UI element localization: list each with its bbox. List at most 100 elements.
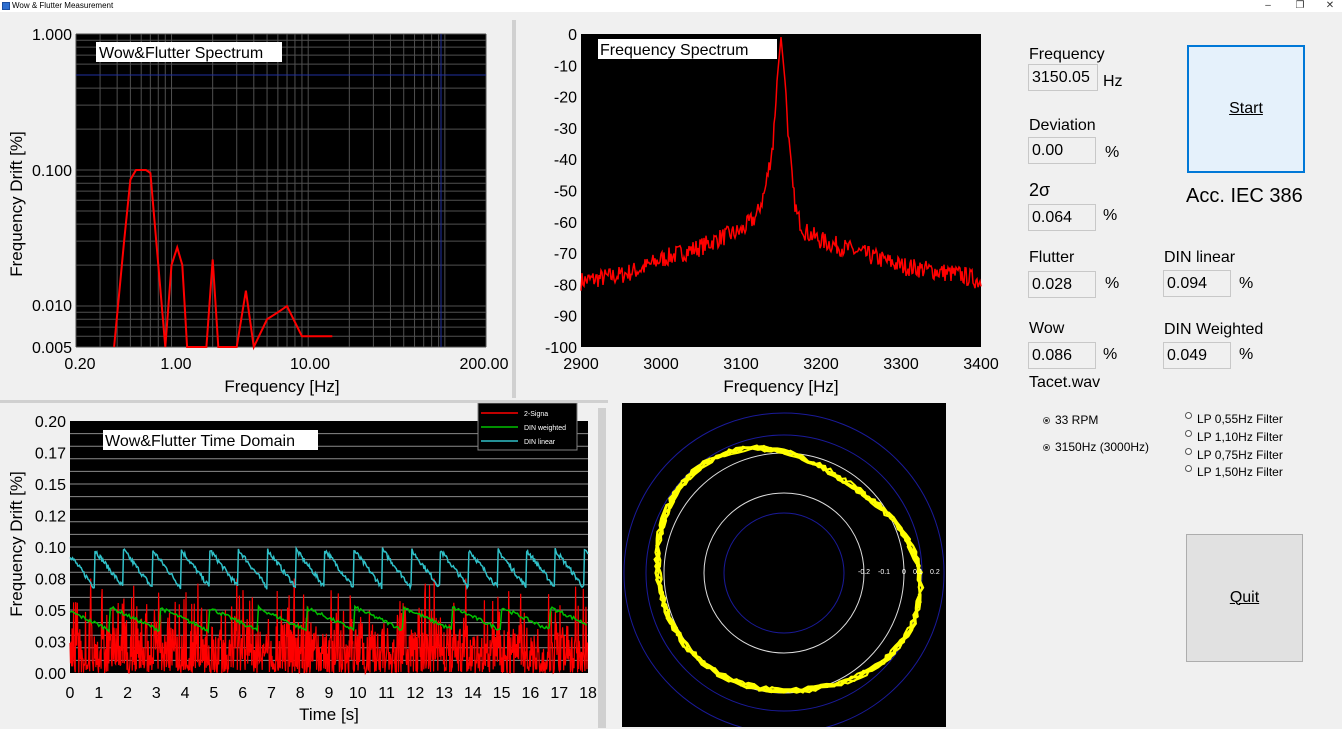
polar-axis-label: -0.2 — [858, 569, 870, 576]
radio-dot — [1043, 443, 1050, 451]
time-x-tick: 5 — [209, 685, 218, 702]
freq-title: Frequency Spectrum — [600, 42, 749, 59]
freq-x-tick: 3300 — [883, 356, 919, 373]
time-x-tick: 0 — [66, 685, 75, 702]
restore-button[interactable]: ❐ — [1295, 0, 1305, 11]
polar-ring — [723, 512, 845, 634]
radio-dot — [1185, 464, 1192, 472]
app-icon — [2, 2, 10, 10]
spectrum-plot-area — [76, 34, 486, 347]
spectrum-y-tick: 0.100 — [32, 163, 72, 180]
filter-radio-label: LP 1,50Hz Filter — [1197, 465, 1283, 479]
series-din-linear-line — [69, 545, 589, 591]
wow-flutter-spectrum-chart: Wow&Flutter Spectrum 1.000 0.100 0.010 0… — [7, 27, 509, 396]
freq-spectrum-line — [580, 37, 982, 291]
time-y-tick: 0.00 — [35, 666, 66, 683]
freq-x-label: Frequency [Hz] — [723, 377, 838, 396]
standard-label: Acc. IEC 386 — [1186, 185, 1303, 207]
polar-plot-area — [622, 403, 946, 727]
freq-y-tick: -80 — [554, 277, 577, 294]
polar-axis-label: -0.1 — [878, 569, 890, 576]
legend-item: 2-Signa — [524, 411, 548, 418]
polar-ring — [623, 412, 945, 727]
time-x-tick: 12 — [406, 685, 424, 702]
filter-radio[interactable]: LP 1,50Hz Filter — [1185, 464, 1283, 479]
tone-radio[interactable]: 3150Hz (3000Hz) — [1043, 440, 1149, 454]
filter-radio[interactable]: LP 0,55Hz Filter — [1185, 411, 1283, 426]
time-x-tick: 6 — [238, 685, 247, 702]
polar-plot: -0.2 -0.1 0 0.1 0.2 — [622, 403, 946, 727]
time-y-tick: 0.03 — [35, 635, 66, 652]
close-button[interactable]: ✕ — [1325, 0, 1335, 11]
start-button[interactable]: Start — [1187, 45, 1305, 173]
spectrum-title: Wow&Flutter Spectrum — [99, 45, 263, 62]
time-y-tick: 0.20 — [35, 414, 66, 431]
quit-button[interactable]: Quit — [1186, 534, 1303, 662]
filter-radio[interactable]: LP 1,10Hz Filter — [1185, 429, 1283, 444]
series-din-weighted-line — [69, 604, 588, 634]
panel-divider — [0, 400, 608, 403]
time-y-tick: 0.17 — [35, 446, 66, 463]
time-y-tick: 0.12 — [35, 509, 66, 526]
din-linear-field: 0.094 — [1163, 270, 1231, 297]
time-x-tick: 9 — [325, 685, 334, 702]
wow-unit: % — [1103, 346, 1118, 363]
freq-y-tick: -60 — [554, 215, 577, 232]
time-title-box — [103, 430, 318, 450]
spectrum-y-tick: 0.005 — [32, 340, 72, 357]
freq-title-box — [598, 39, 777, 59]
din-linear-label: DIN linear — [1164, 249, 1236, 266]
polar-axis-label: 0.1 — [913, 569, 923, 576]
filter-radio-label: LP 0,55Hz Filter — [1197, 412, 1283, 426]
polar-axis-label: 0 — [902, 569, 906, 576]
spectrum-line — [113, 169, 333, 351]
time-x-tick: 13 — [435, 685, 453, 702]
freq-y-tick: -70 — [554, 246, 577, 263]
time-x-tick: 17 — [550, 685, 568, 702]
din-weighted-unit: % — [1239, 346, 1254, 363]
time-x-tick: 11 — [378, 685, 395, 702]
time-title: Wow&Flutter Time Domain — [105, 433, 295, 450]
filter-radio-label: LP 0,75Hz Filter — [1197, 448, 1283, 462]
freq-y-tick: -10 — [554, 58, 577, 75]
time-legend: 2-Signa DIN weighted DIN linear — [477, 403, 578, 451]
series-2-signa-line — [69, 578, 589, 676]
time-x-tick: 3 — [152, 685, 161, 702]
freq-x-tick: 3000 — [643, 356, 679, 373]
time-x-tick: 10 — [349, 685, 367, 702]
radio-dot — [1185, 429, 1192, 437]
sigma-field: 0.064 — [1028, 204, 1096, 231]
time-x-tick: 15 — [493, 685, 511, 702]
radio-dot — [1185, 447, 1192, 455]
flutter-unit: % — [1105, 275, 1120, 292]
radio-dot — [1043, 416, 1050, 424]
minimize-button[interactable]: – — [1265, 0, 1271, 11]
rpm-radio[interactable]: 33 RPM — [1043, 413, 1098, 427]
time-x-tick: 14 — [464, 685, 482, 702]
freq-x-tick: 3400 — [963, 356, 999, 373]
freq-y-tick: -90 — [554, 309, 577, 326]
time-x-tick: 1 — [94, 685, 103, 702]
filename-label: Tacet.wav — [1029, 374, 1101, 391]
panel-divider — [598, 408, 606, 728]
quit-button-label: Quit — [1229, 589, 1260, 606]
panel-divider — [512, 20, 516, 398]
polar-trace — [653, 444, 925, 694]
radio-dot — [1185, 411, 1192, 419]
time-x-tick: 18 — [579, 685, 597, 702]
time-x-tick: 16 — [522, 685, 540, 702]
deviation-unit: % — [1105, 144, 1120, 161]
spectrum-y-label: Frequency Drift [%] — [7, 131, 26, 277]
time-x-tick: 8 — [296, 685, 305, 702]
frequency-spectrum-chart: Frequency Spectrum 0 -10 -20 -30 -40 -50 -60 -7… — [545, 27, 999, 396]
rpm-radio-label: 33 RPM — [1055, 413, 1099, 427]
filter-radio-label: LP 1,10Hz Filter — [1197, 430, 1283, 444]
filter-radio[interactable]: LP 0,75Hz Filter — [1185, 447, 1283, 462]
freq-y-tick: -20 — [554, 90, 577, 107]
time-domain-chart: Wow&Flutter Time Domain 2-Signa DIN weig… — [7, 403, 597, 724]
wow-label: Wow — [1029, 320, 1065, 337]
freq-y-tick: -50 — [554, 184, 577, 201]
window-title: Wow & Flutter Measurement — [12, 1, 114, 10]
deviation-label: Deviation — [1029, 117, 1096, 134]
freq-y-tick: 0 — [568, 27, 577, 44]
